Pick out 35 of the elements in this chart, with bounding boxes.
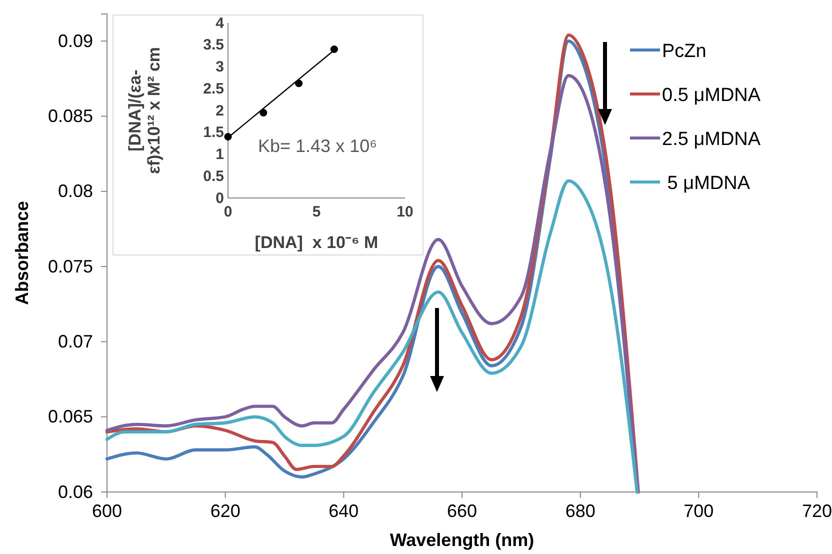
point — [330, 45, 338, 54]
y-tick-label: 3.5 — [203, 36, 224, 54]
x-tick-label: 680 — [565, 500, 596, 521]
y-tick-label: 0.065 — [48, 406, 93, 427]
x-tick-label: 660 — [446, 500, 478, 521]
y-axis-title: Absorbance — [12, 200, 32, 306]
legend-label: 0.5 μMDNA — [662, 85, 761, 106]
y-tick-label: 0.075 — [48, 256, 93, 276]
legend-label: 2.5 μMDNA — [662, 129, 761, 150]
annotation: Kb= 1.43 x 10⁶ — [258, 136, 377, 156]
x-tick-label: 5 — [312, 204, 321, 221]
y-tick-label: 3 — [216, 58, 224, 76]
y-tick-label: 0.09 — [58, 30, 93, 51]
legend-label: 5 μMDNA — [662, 173, 750, 194]
y-tick-label: 2 — [216, 102, 224, 120]
y-tick-label: 0.08 — [58, 181, 93, 202]
x-tick-label: 620 — [210, 500, 240, 521]
y-tick-label: 1.5 — [203, 124, 224, 142]
y-tick-label: 2.5 — [203, 80, 224, 98]
legend-label: PcZn — [662, 41, 706, 62]
y-tick-label: 0.06 — [58, 482, 93, 502]
x-tick-label: 720 — [802, 500, 832, 521]
x-tick-label: 640 — [328, 500, 359, 521]
y-axis-title: [DNA]/(εa-εf)x10¹² x M² cm — [126, 46, 164, 174]
x-axis-title: [DNA] x 10⁻⁶ M — [254, 233, 378, 252]
x-axis-title: Wavelength (nm) — [390, 530, 534, 550]
y-tick-label: 4 — [216, 14, 225, 32]
x-tick-label: 700 — [684, 500, 714, 521]
y-tick-label: 0.085 — [48, 106, 93, 126]
y-tick-label: 0.5 — [203, 168, 224, 185]
y-tick-label: 0.07 — [58, 331, 93, 352]
x-tick-label: 600 — [92, 500, 122, 521]
y-tick-label: 0 — [216, 190, 224, 207]
y-tick-label: 1 — [216, 146, 224, 164]
x-tick-label: 10 — [396, 204, 414, 221]
